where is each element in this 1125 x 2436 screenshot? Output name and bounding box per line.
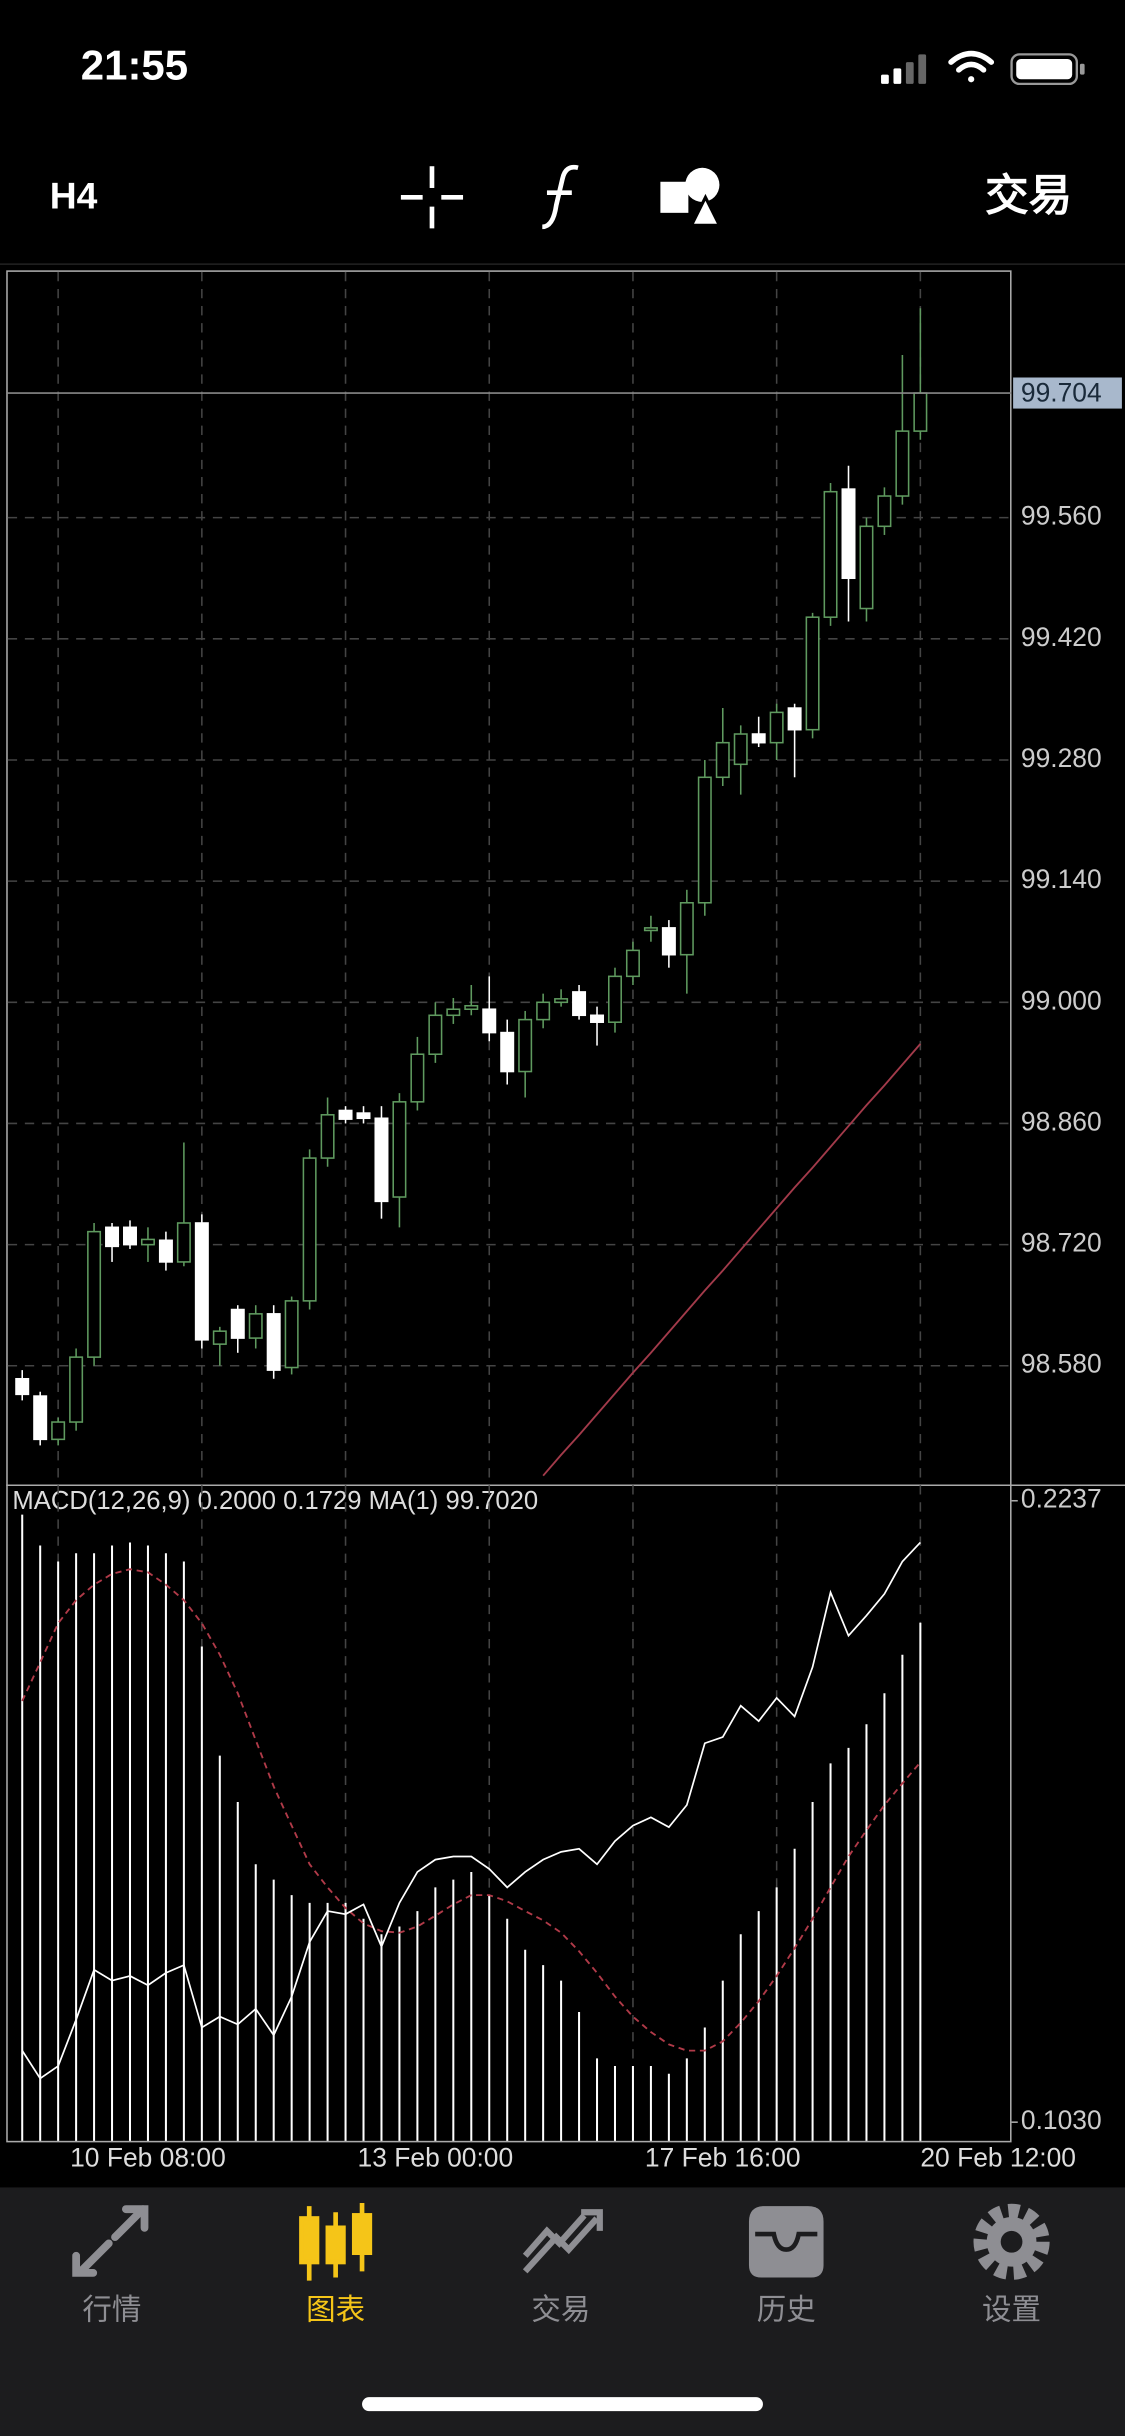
y-tick-label: 99.280 bbox=[1021, 743, 1102, 773]
candle-body bbox=[679, 902, 694, 956]
candle-body bbox=[697, 776, 712, 904]
candle-body bbox=[554, 998, 569, 1004]
y-tick-label: 98.580 bbox=[1021, 1349, 1102, 1379]
candle-body bbox=[284, 1300, 299, 1369]
candle-body bbox=[87, 1230, 102, 1358]
indicator-button[interactable] bbox=[542, 164, 579, 230]
candle-body bbox=[212, 1330, 227, 1345]
candle-body bbox=[877, 495, 892, 528]
tab-label[interactable]: 图表 bbox=[306, 2294, 365, 2327]
candle-body bbox=[374, 1117, 389, 1203]
trade-button[interactable]: 交易 bbox=[985, 172, 1072, 220]
y-tick-label: 99.560 bbox=[1021, 501, 1102, 531]
candle-body bbox=[661, 927, 676, 956]
candle-body bbox=[643, 927, 658, 932]
candle-body bbox=[51, 1421, 66, 1441]
home-indicator bbox=[362, 2397, 763, 2412]
candle-body bbox=[787, 707, 802, 731]
candle-body bbox=[464, 1004, 479, 1011]
candle-body bbox=[69, 1356, 84, 1423]
signal-icon bbox=[881, 54, 927, 84]
y-tick-label: 98.720 bbox=[1021, 1228, 1102, 1258]
candle-body bbox=[823, 490, 838, 618]
candle-body bbox=[841, 488, 856, 580]
candle-body bbox=[518, 1018, 533, 1073]
candle-body bbox=[105, 1226, 120, 1248]
crosshair-button[interactable] bbox=[400, 166, 464, 229]
chart: MACD(12,26,9) 0.2000 0.1729 MA(1) 99.702… bbox=[6, 270, 1125, 2172]
tab-labels: 行情 图表 交易 历史 设置 bbox=[82, 2294, 1041, 2327]
last-price-label: 99.704 bbox=[1021, 378, 1102, 408]
candle-body bbox=[194, 1222, 209, 1341]
candle-body bbox=[715, 741, 730, 779]
indicator-label: MACD(12,26,9) 0.2000 0.1729 MA(1) 99.702… bbox=[12, 1487, 538, 1515]
y-tick-label: 99.000 bbox=[1021, 985, 1102, 1015]
candle-body bbox=[769, 711, 784, 744]
battery-icon bbox=[1010, 53, 1085, 86]
candle-body bbox=[913, 392, 928, 432]
candle-body bbox=[33, 1395, 48, 1441]
candle-body bbox=[500, 1031, 515, 1073]
indicator-tick-label: 0.1030 bbox=[1021, 2105, 1102, 2135]
candle-body bbox=[140, 1238, 155, 1246]
candle-body bbox=[536, 1001, 551, 1021]
overlay-line bbox=[542, 1043, 922, 1477]
y-tick-label: 98.860 bbox=[1021, 1106, 1102, 1136]
tab-icon-chart bbox=[299, 2202, 373, 2281]
tab-icon-trade bbox=[522, 2209, 603, 2274]
candle-body bbox=[392, 1101, 407, 1198]
candle-body bbox=[230, 1308, 245, 1339]
tab-icon-history bbox=[748, 2206, 824, 2278]
candle-body bbox=[733, 733, 748, 766]
tab-bar bbox=[0, 2187, 1125, 2436]
candle-body bbox=[158, 1239, 173, 1263]
candle-body bbox=[410, 1053, 425, 1103]
candle-body bbox=[15, 1377, 30, 1396]
candle-body bbox=[302, 1157, 317, 1302]
x-tick-label: 20 Feb 12:00 bbox=[920, 2142, 1076, 2172]
candle-body bbox=[338, 1109, 353, 1120]
candle-body bbox=[482, 1008, 497, 1034]
candle-body bbox=[176, 1222, 191, 1263]
x-tick-label: 17 Feb 16:00 bbox=[645, 2142, 801, 2172]
indicator-tick-label: 0.2237 bbox=[1021, 1484, 1102, 1514]
x-tick-label: 10 Feb 08:00 bbox=[70, 2142, 226, 2172]
y-tick-label: 99.420 bbox=[1021, 622, 1102, 652]
candle-body bbox=[123, 1226, 137, 1246]
tab-label[interactable]: 设置 bbox=[982, 2294, 1041, 2327]
tab-label[interactable]: 行情 bbox=[82, 2294, 141, 2327]
candle-body bbox=[859, 525, 874, 610]
candle-body bbox=[356, 1112, 371, 1120]
tab-label[interactable]: 交易 bbox=[531, 2294, 590, 2327]
signal-line bbox=[21, 1568, 922, 2052]
candle-body bbox=[607, 975, 622, 1023]
candle-body bbox=[895, 430, 910, 497]
objects-button[interactable] bbox=[660, 167, 722, 227]
y-tick-label: 99.140 bbox=[1021, 864, 1102, 894]
candle-body bbox=[446, 1008, 461, 1017]
timeframe-button[interactable]: H4 bbox=[50, 175, 98, 217]
indicator-line bbox=[21, 1541, 921, 2080]
tab-icon-quotes bbox=[72, 2205, 149, 2277]
candle-body bbox=[625, 949, 640, 978]
x-tick-label: 13 Feb 00:00 bbox=[358, 2142, 514, 2172]
candle-body bbox=[248, 1313, 263, 1339]
candle-body bbox=[266, 1313, 281, 1371]
status-time: 21:55 bbox=[81, 41, 188, 88]
last-price-box bbox=[1013, 377, 1122, 409]
chart-frame bbox=[6, 270, 1012, 2143]
candle-body bbox=[751, 733, 766, 744]
candle-body bbox=[590, 1014, 605, 1023]
tab-label[interactable]: 历史 bbox=[757, 2294, 816, 2327]
candle-body bbox=[572, 991, 587, 1017]
wifi-icon bbox=[948, 50, 995, 83]
candle-body bbox=[428, 1014, 443, 1056]
candle-body bbox=[805, 616, 820, 731]
candle-body bbox=[320, 1114, 335, 1159]
